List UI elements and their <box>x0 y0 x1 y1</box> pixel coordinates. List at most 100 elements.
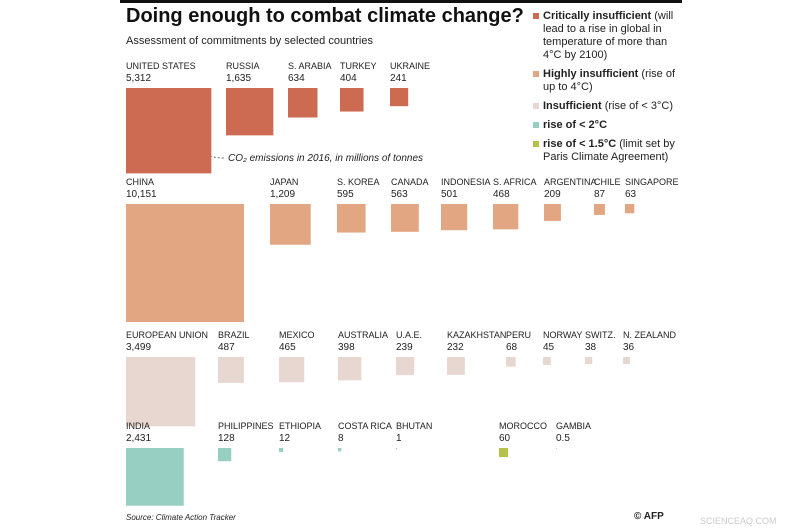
square <box>623 357 631 365</box>
country-label: CANADA <box>391 177 429 187</box>
country-label: AUSTRALIA <box>338 330 388 340</box>
legend-name: Insufficient <box>543 100 602 112</box>
country-label: U.A.E. <box>396 330 422 340</box>
value-label: 468 <box>493 189 510 200</box>
legend-item: Highly insufficient (rise of up to 4°C) <box>533 68 678 94</box>
value-label: 12 <box>279 433 291 444</box>
value-label: 404 <box>340 73 357 84</box>
square <box>544 204 561 221</box>
legend-swatch <box>533 103 539 109</box>
square <box>594 204 605 215</box>
country-label: S. KOREA <box>337 177 380 187</box>
country-label: ARGENTINA <box>544 177 597 187</box>
subtitle: Assessment of commitments by selected co… <box>126 35 373 47</box>
legend-name: rise of < 2°C <box>543 119 608 131</box>
legend-item: Insufficient (rise of < 3°C) <box>533 100 678 113</box>
country-label: COSTA RICA <box>338 421 392 431</box>
legend-swatch <box>533 122 539 128</box>
square <box>499 448 509 458</box>
value-label: 1,209 <box>270 189 295 200</box>
value-label: 10,151 <box>126 189 157 200</box>
country-label: BRAZIL <box>218 330 250 340</box>
annotation: CO₂ emissions in 2016, in millions of to… <box>228 153 423 164</box>
value-label: 232 <box>447 342 464 353</box>
legend: Critically insufficient (will lead to a … <box>533 10 678 170</box>
value-label: 2,431 <box>126 433 151 444</box>
value-label: 563 <box>391 189 408 200</box>
country-label: PHILIPPINES <box>218 421 274 431</box>
country-label: ETHIOPIA <box>279 421 321 431</box>
watermark: SCIENCEAQ.COM <box>700 516 777 526</box>
country-label: N. ZEALAND <box>623 330 677 340</box>
legend-note: (rise of < 3°C) <box>604 100 674 112</box>
square <box>447 357 465 375</box>
square <box>338 357 362 381</box>
value-label: 60 <box>499 433 511 444</box>
square <box>218 357 244 383</box>
legend-swatch <box>533 141 539 147</box>
square <box>338 448 342 452</box>
value-label: 63 <box>625 189 637 200</box>
legend-name: rise of < 1.5°C <box>543 138 617 150</box>
value-label: 1,635 <box>226 73 251 84</box>
square <box>270 204 311 245</box>
square <box>126 204 244 322</box>
square <box>218 448 232 462</box>
square <box>390 88 409 107</box>
value-label: 634 <box>288 73 305 84</box>
country-label: RUSSIA <box>226 61 260 71</box>
country-label: S. AFRICA <box>493 177 537 187</box>
country-label: KAZAKHSTAN <box>447 330 506 340</box>
country-label: PERU <box>506 330 531 340</box>
legend-item: rise of < 1.5°C (limit set by Paris Clim… <box>533 138 678 164</box>
value-label: 128 <box>218 433 235 444</box>
country-label: MOROCCO <box>499 421 547 431</box>
country-label: SINGAPORE <box>625 177 679 187</box>
source: Source: Climate Action Tracker <box>126 513 236 522</box>
value-label: 465 <box>279 342 296 353</box>
value-label: 38 <box>585 342 597 353</box>
country-label: INDIA <box>126 421 150 431</box>
legend-name: Highly insufficient <box>543 68 639 80</box>
credit: © AFP <box>634 511 664 522</box>
country-label: MEXICO <box>279 330 315 340</box>
legend-name: Critically insufficient <box>543 10 652 22</box>
square <box>396 448 398 450</box>
square <box>279 357 305 383</box>
country-label: S. ARABIA <box>288 61 332 71</box>
country-label: JAPAN <box>270 177 298 187</box>
country-label: UNITED STATES <box>126 61 196 71</box>
legend-item: rise of < 2°C <box>533 119 678 132</box>
country-label: BHUTAN <box>396 421 432 431</box>
square <box>556 448 557 449</box>
country-label: INDONESIA <box>441 177 491 187</box>
legend-item: Critically insufficient (will lead to a … <box>533 10 678 62</box>
square <box>340 88 364 112</box>
square <box>441 204 468 231</box>
value-label: 1 <box>396 433 402 444</box>
legend-note: (limit set by Paris Climate Agreement) <box>543 138 675 163</box>
square <box>391 204 419 232</box>
square <box>226 88 274 136</box>
square <box>288 88 318 118</box>
legend-swatch <box>533 13 539 19</box>
square <box>493 204 519 230</box>
country-label: CHINA <box>126 177 154 187</box>
square <box>506 357 516 367</box>
chart-title: Doing enough to combat climate change? <box>126 5 524 27</box>
legend-swatch <box>533 71 539 77</box>
country-label: CHILE <box>594 177 621 187</box>
value-label: 45 <box>543 342 555 353</box>
value-label: 209 <box>544 189 561 200</box>
value-label: 0.5 <box>556 433 570 444</box>
square <box>279 448 284 453</box>
value-label: 398 <box>338 342 355 353</box>
legend-note: (rise of up to 4°C) <box>543 68 676 93</box>
value-label: 36 <box>623 342 635 353</box>
value-label: 87 <box>594 189 606 200</box>
value-label: 68 <box>506 342 518 353</box>
country-label: SWITZ. <box>585 330 616 340</box>
value-label: 8 <box>338 433 344 444</box>
value-label: 595 <box>337 189 354 200</box>
